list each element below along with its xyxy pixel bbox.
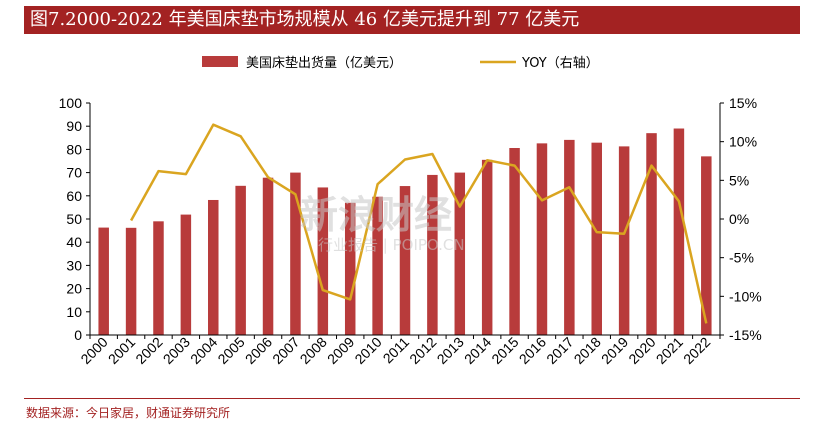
right-axis-ticks: -15% -10% -5% 0% 5% 10% 15% — [720, 95, 762, 343]
x-tick-label: 2008 — [297, 334, 330, 367]
x-tick-label: 2012 — [406, 334, 439, 367]
legend: 美国床垫出货量（亿美元） YOY（右轴） — [202, 55, 599, 71]
x-tick-label: 2006 — [242, 334, 275, 367]
bar-2009 — [344, 202, 356, 335]
left-axis-ticks: 0 10 20 30 40 50 60 70 80 90 100 — [59, 95, 90, 343]
bar-2007 — [290, 172, 301, 335]
legend-swatch-bar — [202, 56, 238, 67]
x-tick-label: 2020 — [625, 334, 658, 367]
left-tick-label: 100 — [59, 95, 83, 111]
yoy-line — [130, 123, 708, 324]
bar-2004 — [208, 199, 219, 335]
bar-2011 — [399, 186, 411, 335]
left-tick-label: 50 — [66, 211, 82, 227]
left-tick-label: 90 — [66, 118, 82, 134]
x-tick-label: 2018 — [571, 334, 604, 367]
left-tick-label: 10 — [66, 304, 82, 320]
bar-2000 — [98, 227, 109, 335]
x-tick-label: 2001 — [105, 334, 138, 367]
bar-2022 — [701, 156, 712, 335]
x-tick-label: 2002 — [132, 334, 165, 367]
chart-title: 图7.2000-2022 年美国床垫市场规模从 46 亿美元提升到 77 亿美元 — [30, 9, 580, 30]
bar-2006 — [262, 177, 274, 335]
left-tick-label: 70 — [66, 165, 82, 181]
source-note: 数据来源：今日家居，财通证券研究所 — [26, 406, 231, 420]
bar-2020 — [646, 133, 657, 335]
x-tick-label: 2010 — [351, 334, 384, 367]
yoy-line-series — [130, 123, 708, 324]
x-tick-label: 2005 — [214, 334, 247, 367]
bar-2001 — [125, 227, 137, 335]
bar-2016 — [536, 143, 548, 335]
bar-2008 — [317, 187, 329, 335]
right-tick-label: -5% — [729, 250, 754, 266]
left-tick-label: 40 — [66, 234, 82, 250]
bar-2002 — [153, 221, 164, 335]
left-tick-label: 80 — [66, 141, 82, 157]
bar-2014 — [481, 159, 493, 335]
x-tick-label: 2021 — [653, 334, 686, 367]
x-axis-ticks: 2000200120022003200420052006200720082009… — [77, 334, 721, 367]
title-bar: 图7.2000-2022 年美国床垫市场规模从 46 亿美元提升到 77 亿美元 — [24, 6, 800, 34]
bar-2018 — [591, 142, 602, 335]
bar-2005 — [235, 185, 246, 335]
bar-2015 — [509, 148, 520, 335]
bar-2010 — [372, 196, 383, 335]
x-tick-label: 2022 — [680, 334, 713, 367]
right-tick-label: 15% — [729, 95, 757, 111]
bar-2013 — [454, 172, 466, 335]
left-tick-label: 30 — [66, 257, 82, 273]
watermark: 新浪财经 行业报告 | POIPO.CN — [300, 193, 465, 254]
x-tick-label: 2000 — [77, 334, 110, 367]
left-tick-label: 0 — [74, 327, 82, 343]
bar-2012 — [427, 174, 438, 335]
bar-2017 — [564, 139, 575, 335]
bar-2021 — [673, 128, 685, 335]
x-tick-label: 2009 — [324, 334, 357, 367]
x-tick-label: 2014 — [461, 334, 494, 367]
right-tick-label: 10% — [729, 134, 757, 150]
x-tick-label: 2019 — [598, 334, 631, 367]
source-divider — [24, 398, 800, 399]
legend-label-bar: 美国床垫出货量（亿美元） — [246, 55, 402, 71]
x-tick-label: 2016 — [516, 334, 549, 367]
x-tick-label: 2017 — [543, 334, 576, 367]
legend-label-line: YOY（右轴） — [521, 56, 599, 71]
bar-2019 — [618, 146, 630, 335]
left-tick-label: 60 — [66, 188, 82, 204]
bar-series — [98, 128, 712, 335]
right-tick-label: 5% — [729, 172, 749, 188]
right-tick-label: -15% — [729, 327, 762, 343]
x-tick-label: 2003 — [160, 334, 193, 367]
x-tick-label: 2011 — [380, 334, 413, 367]
right-tick-label: 0% — [729, 211, 749, 227]
x-tick-label: 2004 — [187, 334, 220, 367]
x-tick-label: 2007 — [269, 334, 302, 367]
left-tick-label: 20 — [66, 281, 82, 297]
watermark-sub: 行业报告 | POIPO.CN — [318, 236, 465, 254]
x-tick-label: 2015 — [488, 334, 521, 367]
bar-2003 — [180, 214, 192, 335]
watermark-main: 新浪财经 — [300, 193, 452, 237]
right-tick-label: -10% — [729, 288, 762, 304]
x-tick-label: 2013 — [434, 334, 467, 367]
